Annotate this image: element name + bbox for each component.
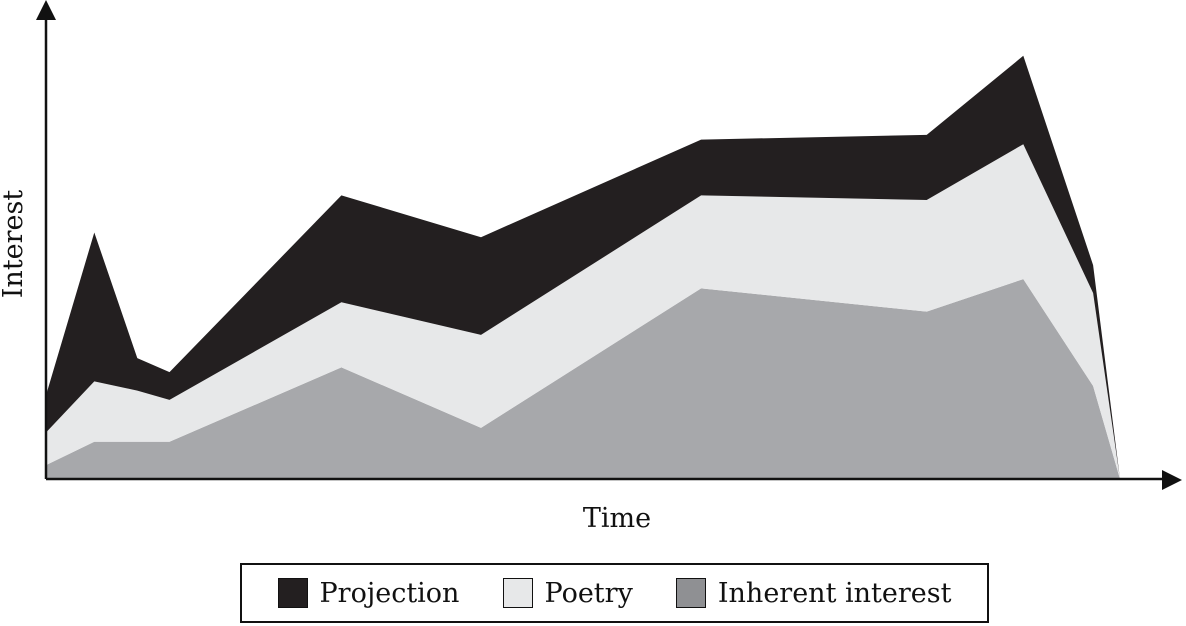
- y-axis-title: Interest: [0, 190, 29, 299]
- area-inherent-interest: [46, 279, 1120, 479]
- legend-swatch-inherent-interest: [675, 578, 706, 608]
- area-projection: [46, 55, 1120, 480]
- legend-item-inherent-interest: Inherent interest: [675, 577, 952, 609]
- y-axis-arrow: [36, 0, 56, 20]
- legend-label-projection: Projection: [319, 577, 460, 609]
- x-axis-title: Time: [583, 503, 651, 534]
- stacked-area-chart: Time Interest: [0, 0, 1182, 534]
- legend-label-inherent-interest: Inherent interest: [717, 577, 952, 609]
- legend-swatch-projection: [277, 578, 308, 608]
- legend-label-poetry: Poetry: [544, 577, 633, 609]
- legend-swatch-poetry: [502, 578, 533, 608]
- axes: [36, 0, 1182, 490]
- area-poetry: [46, 144, 1120, 479]
- legend-item-poetry: Poetry: [502, 577, 633, 609]
- x-axis-arrow: [1162, 470, 1182, 490]
- legend-item-projection: Projection: [277, 577, 460, 609]
- area-layers: [46, 55, 1120, 480]
- legend: Projection Poetry Inherent interest: [240, 563, 989, 623]
